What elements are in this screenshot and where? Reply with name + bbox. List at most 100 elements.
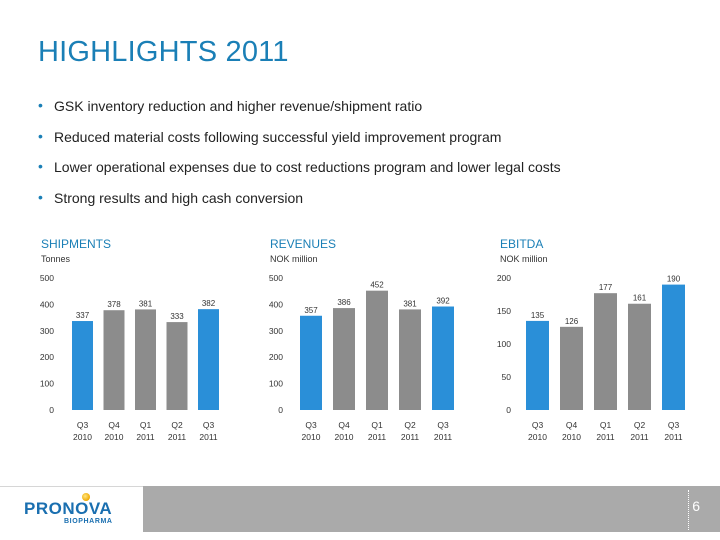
x-tick-label: Q4 — [566, 420, 578, 430]
bar — [628, 303, 651, 410]
bullet-list: • GSK inventory reduction and higher reve… — [38, 97, 561, 221]
x-tick-label: Q3 — [668, 420, 680, 430]
y-tick-label: 500 — [40, 273, 54, 283]
y-tick-label: 0 — [278, 405, 283, 415]
x-tick-label: Q2 — [404, 420, 416, 430]
data-label: 357 — [304, 306, 318, 315]
bar — [526, 320, 549, 410]
bullet-item: • Lower operational expenses due to cost … — [38, 158, 561, 190]
y-tick-label: 200 — [40, 352, 54, 362]
bullet-item: • Reduced material costs following succes… — [38, 127, 561, 160]
charts-area: SHIPMENTSTonnes0100200300400500337Q32010… — [40, 237, 685, 442]
y-tick-label: 200 — [269, 352, 283, 362]
data-label: 126 — [565, 317, 579, 326]
x-tick-label: 2010 — [302, 432, 321, 442]
x-tick-label: Q3 — [305, 420, 317, 430]
x-tick-label: Q3 — [437, 420, 449, 430]
data-label: 190 — [667, 275, 681, 284]
bullet-dot-icon: • — [38, 127, 43, 144]
data-label: 382 — [202, 299, 216, 308]
chart-subtitle: Tonnes — [41, 254, 71, 264]
bar — [103, 310, 125, 410]
chart-title: EBITDA — [500, 237, 543, 251]
page-number: 6 — [692, 498, 700, 514]
x-tick-label: Q2 — [171, 420, 183, 430]
x-tick-label: Q1 — [140, 420, 152, 430]
x-tick-label: Q1 — [371, 420, 383, 430]
y-tick-label: 0 — [506, 405, 511, 415]
x-tick-label: Q2 — [634, 420, 646, 430]
bar — [135, 309, 156, 410]
chart-subtitle: NOK million — [500, 254, 548, 264]
x-tick-label: 2011 — [199, 432, 218, 442]
bar — [560, 326, 583, 410]
x-tick-label: 2010 — [335, 432, 354, 442]
bar — [166, 322, 188, 410]
x-tick-label: Q3 — [532, 420, 544, 430]
bar — [594, 293, 617, 410]
logo-subtitle: BIOPHARMA — [64, 518, 113, 525]
x-tick-label: 2011 — [596, 432, 615, 442]
x-tick-label: 2011 — [401, 432, 420, 442]
x-tick-label: 2010 — [528, 432, 547, 442]
slide-title: HIGHLIGHTS 2011 — [38, 36, 289, 68]
data-label: 161 — [633, 294, 647, 303]
x-tick-label: Q3 — [77, 420, 89, 430]
y-tick-label: 400 — [40, 299, 54, 309]
pronova-logo: PRONOVA BIOPHARMA — [24, 493, 113, 525]
x-tick-label: Q4 — [338, 420, 350, 430]
data-label: 135 — [531, 311, 545, 320]
bullet-text: Strong results and high cash conversion — [54, 189, 304, 206]
footer-logo-area — [0, 486, 143, 533]
bar — [333, 308, 355, 410]
bullet-dot-icon: • — [38, 97, 43, 113]
y-tick-label: 150 — [497, 306, 511, 316]
y-tick-label: 300 — [40, 326, 54, 336]
logo-sun-icon — [82, 493, 90, 501]
x-tick-label: 2011 — [434, 432, 453, 442]
x-tick-label: 2010 — [562, 432, 581, 442]
y-tick-label: 0 — [49, 405, 54, 415]
bullet-dot-icon: • — [38, 188, 43, 205]
bar — [399, 309, 421, 410]
data-label: 333 — [170, 312, 184, 321]
bullet-dot-icon: • — [38, 158, 43, 174]
data-label: 381 — [139, 299, 153, 308]
x-tick-label: 2011 — [136, 432, 155, 442]
data-label: 392 — [436, 297, 450, 306]
bar — [662, 284, 685, 410]
x-tick-label: Q4 — [108, 420, 120, 430]
bullet-item: • GSK inventory reduction and higher reve… — [38, 97, 561, 129]
data-label: 177 — [599, 283, 613, 292]
footer-bar — [143, 486, 720, 532]
y-tick-label: 50 — [502, 372, 512, 382]
bullet-item: • Strong results and high cash conversion — [38, 188, 561, 221]
data-label: 337 — [76, 311, 90, 320]
bullet-text: GSK inventory reduction and higher reven… — [54, 98, 423, 114]
x-tick-label: 2011 — [664, 432, 683, 442]
y-tick-label: 400 — [269, 299, 283, 309]
y-tick-label: 300 — [269, 326, 283, 336]
x-tick-label: 2011 — [368, 432, 387, 442]
x-tick-label: 2011 — [168, 432, 187, 442]
data-label: 386 — [337, 298, 351, 307]
bar — [432, 306, 454, 410]
logo-wordmark: PRONOVA — [24, 499, 112, 518]
data-label: 378 — [107, 300, 121, 309]
data-label: 381 — [403, 299, 417, 308]
y-tick-label: 200 — [497, 273, 511, 283]
footer-divider — [688, 490, 689, 530]
x-tick-label: 2010 — [105, 432, 124, 442]
bar — [72, 321, 93, 410]
y-tick-label: 100 — [269, 379, 283, 389]
x-tick-label: Q3 — [203, 420, 215, 430]
chart-title: SHIPMENTS — [41, 237, 111, 251]
bullet-text: Reduced material costs following success… — [54, 128, 502, 145]
chart-subtitle: NOK million — [270, 254, 318, 264]
bar — [300, 315, 322, 410]
bullet-text: Lower operational expenses due to cost r… — [54, 159, 561, 175]
bar — [198, 309, 219, 410]
x-tick-label: Q1 — [600, 420, 612, 430]
bar — [366, 290, 388, 410]
y-tick-label: 500 — [269, 273, 283, 283]
